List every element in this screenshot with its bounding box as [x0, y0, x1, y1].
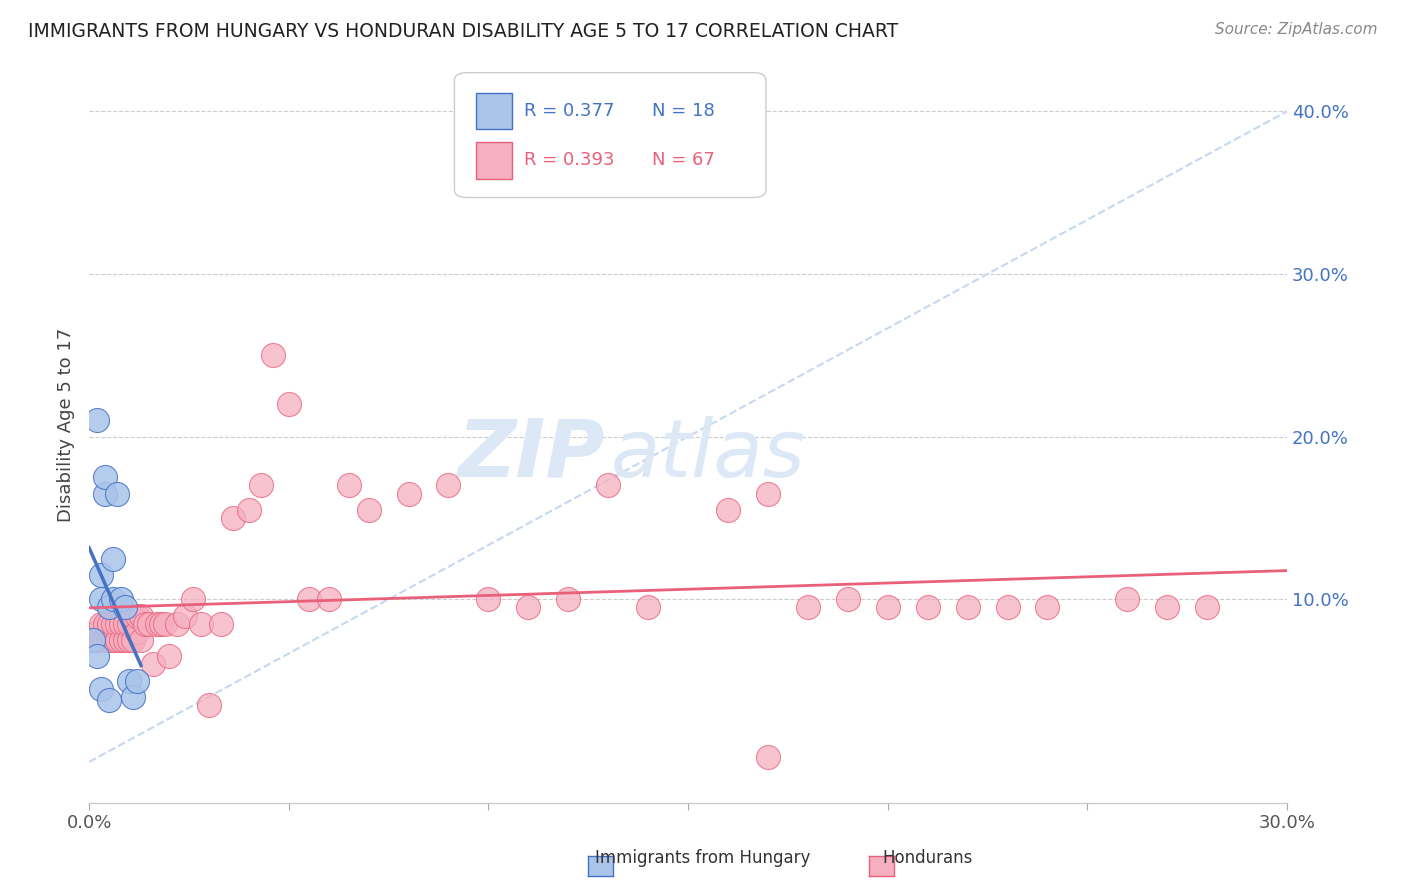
- Point: [110, 592, 132, 607]
- Point: [598, 478, 620, 492]
- Point: [94, 470, 117, 484]
- Text: Source: ZipAtlas.com: Source: ZipAtlas.com: [1215, 22, 1378, 37]
- Point: [90, 592, 112, 607]
- Point: [134, 616, 156, 631]
- Point: [318, 592, 340, 607]
- Point: [1036, 600, 1059, 615]
- Point: [517, 600, 540, 615]
- Point: [98, 600, 121, 615]
- Point: [956, 600, 979, 615]
- Point: [105, 616, 128, 631]
- Point: [118, 632, 141, 647]
- Point: [1197, 600, 1219, 615]
- Point: [298, 592, 321, 607]
- Point: [122, 690, 145, 704]
- Point: [717, 503, 740, 517]
- Point: [1116, 592, 1139, 607]
- Point: [437, 478, 460, 492]
- Point: [114, 632, 136, 647]
- Point: [98, 632, 121, 647]
- Point: [149, 616, 172, 631]
- Point: [101, 592, 124, 607]
- Point: [129, 632, 152, 647]
- Point: [917, 600, 939, 615]
- Point: [125, 673, 148, 688]
- Point: [222, 511, 245, 525]
- Point: [138, 616, 160, 631]
- Text: R = 0.377: R = 0.377: [524, 102, 614, 120]
- Point: [82, 632, 104, 647]
- Point: [114, 600, 136, 615]
- Point: [142, 657, 165, 672]
- Point: [637, 600, 659, 615]
- Point: [122, 608, 145, 623]
- Point: [101, 616, 124, 631]
- Point: [337, 478, 360, 492]
- Point: [94, 632, 117, 647]
- Point: [398, 486, 420, 500]
- Point: [157, 649, 180, 664]
- Text: N = 67: N = 67: [652, 152, 716, 169]
- Point: [110, 632, 132, 647]
- Point: [238, 503, 260, 517]
- Point: [166, 616, 188, 631]
- Text: atlas: atlas: [610, 416, 806, 493]
- Point: [94, 486, 117, 500]
- Point: [125, 624, 148, 639]
- Point: [129, 608, 152, 623]
- Point: [86, 632, 108, 647]
- Point: [90, 567, 112, 582]
- Point: [756, 750, 779, 764]
- Point: [153, 616, 176, 631]
- Point: [90, 616, 112, 631]
- Point: [86, 624, 108, 639]
- Point: [98, 693, 121, 707]
- Point: [101, 551, 124, 566]
- Point: [997, 600, 1019, 615]
- Point: [118, 673, 141, 688]
- Point: [181, 592, 204, 607]
- FancyBboxPatch shape: [454, 72, 766, 197]
- Text: IMMIGRANTS FROM HUNGARY VS HONDURAN DISABILITY AGE 5 TO 17 CORRELATION CHART: IMMIGRANTS FROM HUNGARY VS HONDURAN DISA…: [28, 22, 898, 41]
- Point: [101, 632, 124, 647]
- Point: [114, 616, 136, 631]
- Bar: [477, 143, 512, 178]
- Point: [98, 616, 121, 631]
- Point: [90, 681, 112, 696]
- Point: [105, 486, 128, 500]
- Point: [797, 600, 820, 615]
- Point: [277, 397, 299, 411]
- Text: ZIP: ZIP: [457, 416, 605, 493]
- Point: [174, 608, 197, 623]
- Point: [86, 649, 108, 664]
- Point: [876, 600, 898, 615]
- Point: [249, 478, 271, 492]
- Point: [190, 616, 212, 631]
- Point: [262, 348, 284, 362]
- Point: [122, 632, 145, 647]
- Y-axis label: Disability Age 5 to 17: Disability Age 5 to 17: [58, 327, 75, 522]
- Point: [110, 616, 132, 631]
- Point: [557, 592, 579, 607]
- Point: [1156, 600, 1178, 615]
- Point: [86, 413, 108, 427]
- Point: [94, 616, 117, 631]
- Point: [82, 632, 104, 647]
- Point: [90, 632, 112, 647]
- Point: [198, 698, 221, 712]
- Point: [477, 592, 499, 607]
- Text: R = 0.393: R = 0.393: [524, 152, 614, 169]
- Point: [756, 486, 779, 500]
- Point: [209, 616, 232, 631]
- Text: Immigrants from Hungary: Immigrants from Hungary: [595, 849, 811, 867]
- Text: Hondurans: Hondurans: [883, 849, 973, 867]
- Point: [357, 503, 380, 517]
- Bar: [477, 93, 512, 129]
- Point: [118, 616, 141, 631]
- Point: [837, 592, 859, 607]
- Point: [146, 616, 169, 631]
- Point: [125, 608, 148, 623]
- Text: N = 18: N = 18: [652, 102, 714, 120]
- Point: [105, 632, 128, 647]
